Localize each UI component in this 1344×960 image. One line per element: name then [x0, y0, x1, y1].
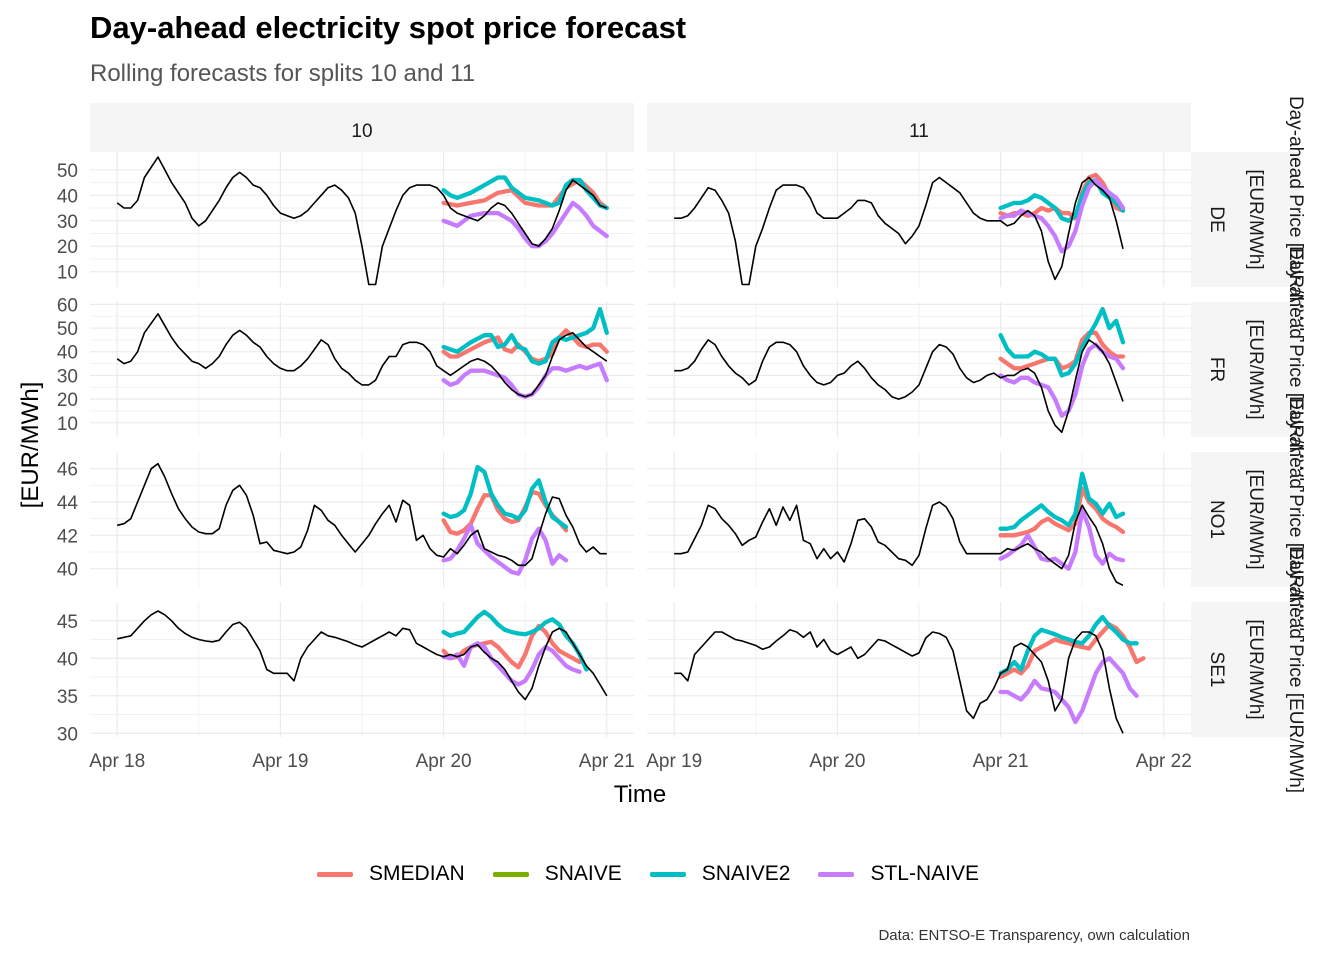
x-tick-label: Apr 18	[89, 751, 145, 772]
legend-item-stl-naive: STL-NAIVE	[818, 862, 979, 886]
series-snaive2-no1-11	[998, 471, 1126, 531]
row-strip-unit-NO1: [EUR/MWh]	[1245, 469, 1266, 569]
x-tick-label: Apr 22	[1136, 751, 1192, 772]
row-strip-measure-NO1: Day-ahead Price [EUR/MWh]	[1285, 396, 1306, 643]
chart-subtitle: Rolling forecasts for splits 10 and 11	[90, 60, 476, 87]
row-strip-SE1	[1191, 602, 1300, 737]
y-tick-label-de-20: 20	[57, 237, 78, 258]
x-tick-label: Apr 21	[579, 751, 635, 772]
x-tick-label: Apr 19	[646, 751, 702, 772]
y-axis-title: [EUR/MWh]	[17, 382, 44, 509]
y-tick-label-no1-44: 44	[57, 493, 79, 514]
y-tick-label-fr-10: 10	[57, 414, 78, 435]
row-strip-label-FR: FR	[1206, 357, 1227, 382]
legend-swatch-snaive2	[649, 871, 686, 877]
series-snaive2-fr-11	[998, 306, 1126, 378]
y-tick-label-se1-35: 35	[57, 687, 78, 708]
legend-label-snaive2: SNAIVE2	[701, 862, 791, 885]
row-strip-label-SE1: SE1	[1206, 652, 1227, 688]
y-tick-label-de-50: 50	[57, 161, 78, 182]
y-tick-label-se1-45: 45	[57, 612, 78, 633]
series-actual-no1-10	[117, 462, 607, 567]
y-tick-label-no1-42: 42	[57, 526, 78, 547]
row-strip-label-DE: DE	[1206, 206, 1227, 232]
y-tick-label-se1-40: 40	[57, 649, 78, 670]
column-strip-10	[90, 103, 634, 152]
legend-label-smedian: SMEDIAN	[369, 862, 465, 885]
series-stl-naive-de-11	[998, 177, 1126, 254]
series-stl-naive-no1-10	[441, 523, 569, 576]
legend-item-snaive: SNAIVE	[492, 862, 622, 886]
series-smedian-no1-11	[998, 486, 1126, 538]
column-strip-11	[647, 103, 1191, 152]
row-strip-unit-SE1: [EUR/MWh]	[1245, 619, 1266, 719]
series-actual-fr-11	[674, 339, 1124, 434]
y-tick-label-no1-40: 40	[57, 560, 78, 581]
row-strip-measure-SE1: Day-ahead Price [EUR/MWh]	[1285, 546, 1306, 793]
legend-swatch-snaive	[492, 871, 529, 877]
legend-item-smedian: SMEDIAN	[317, 862, 465, 886]
chart-title: Day-ahead electricity spot price forecas…	[90, 10, 687, 45]
y-tick-label-fr-30: 30	[57, 366, 78, 387]
row-strip-unit-DE: [EUR/MWh]	[1245, 169, 1266, 269]
series-snaive2-no1-10	[441, 464, 569, 530]
series-actual-se1-11	[674, 628, 1124, 734]
row-strip-DE	[1191, 152, 1300, 287]
y-tick-label-de-40: 40	[57, 186, 78, 207]
caption: Data: ENTSO-E Transparency, own calculat…	[878, 927, 1190, 944]
row-strip-unit-FR: [EUR/MWh]	[1245, 319, 1266, 419]
legend-label-stl-naive: STL-NAIVE	[870, 862, 979, 885]
x-tick-label: Apr 21	[973, 751, 1029, 772]
legend-swatch-smedian	[317, 871, 354, 877]
series-actual-de-10	[116, 156, 608, 286]
series-actual-se1-10	[117, 610, 608, 701]
series-snaive2-fr-10	[441, 306, 609, 366]
y-tick-label-se1-30: 30	[57, 724, 78, 745]
row-strip-label-NO1: NO1	[1206, 500, 1227, 539]
series-snaive2-de-11	[998, 177, 1126, 223]
series-smedian-se1-10	[441, 623, 582, 670]
y-tick-label-fr-60: 60	[57, 295, 78, 316]
y-tick-label-fr-50: 50	[57, 319, 78, 340]
x-tick-label: Apr 20	[416, 751, 472, 772]
legend-label-snaive: SNAIVE	[544, 862, 622, 885]
x-tick-label: Apr 20	[809, 751, 865, 772]
series-smedian-de-10	[441, 177, 609, 211]
series-stl-naive-no1-11	[998, 508, 1126, 571]
y-tick-label-no1-46: 46	[57, 460, 78, 481]
row-strip-NO1	[1191, 452, 1300, 587]
y-tick-label-fr-40: 40	[57, 343, 78, 364]
y-tick-label-de-30: 30	[57, 212, 78, 233]
series-smedian-fr-10	[441, 328, 609, 364]
legend: SMEDIAN SNAIVE SNAIVE2 STL-NAIVE	[0, 862, 1296, 886]
series-actual-fr-10	[116, 312, 608, 398]
series-snaive2-se1-11	[998, 614, 1139, 676]
x-axis-title: Time	[614, 781, 666, 808]
column-strip-label-10: 10	[351, 121, 372, 142]
row-strip-measure-DE: Day-ahead Price [EUR/MWh]	[1285, 96, 1306, 343]
series-smedian-fr-11	[998, 330, 1126, 371]
series-actual-de-11	[674, 176, 1124, 286]
row-strip-measure-FR: Day-ahead Price [EUR/MWh]	[1285, 246, 1306, 493]
series-stl-naive-de-10	[441, 200, 609, 249]
y-tick-label-fr-20: 20	[57, 390, 78, 411]
y-tick-label-de-10: 10	[57, 263, 78, 284]
row-strip-FR	[1191, 302, 1300, 437]
series-actual-no1-11	[674, 501, 1124, 587]
legend-item-snaive2: SNAIVE2	[649, 862, 791, 886]
legend-swatch-stl-naive	[818, 871, 855, 877]
x-tick-label: Apr 19	[252, 751, 308, 772]
series-smedian-se1-11	[998, 622, 1146, 680]
series-stl-naive-se1-11	[998, 656, 1139, 725]
column-strip-label-11: 11	[909, 121, 929, 142]
